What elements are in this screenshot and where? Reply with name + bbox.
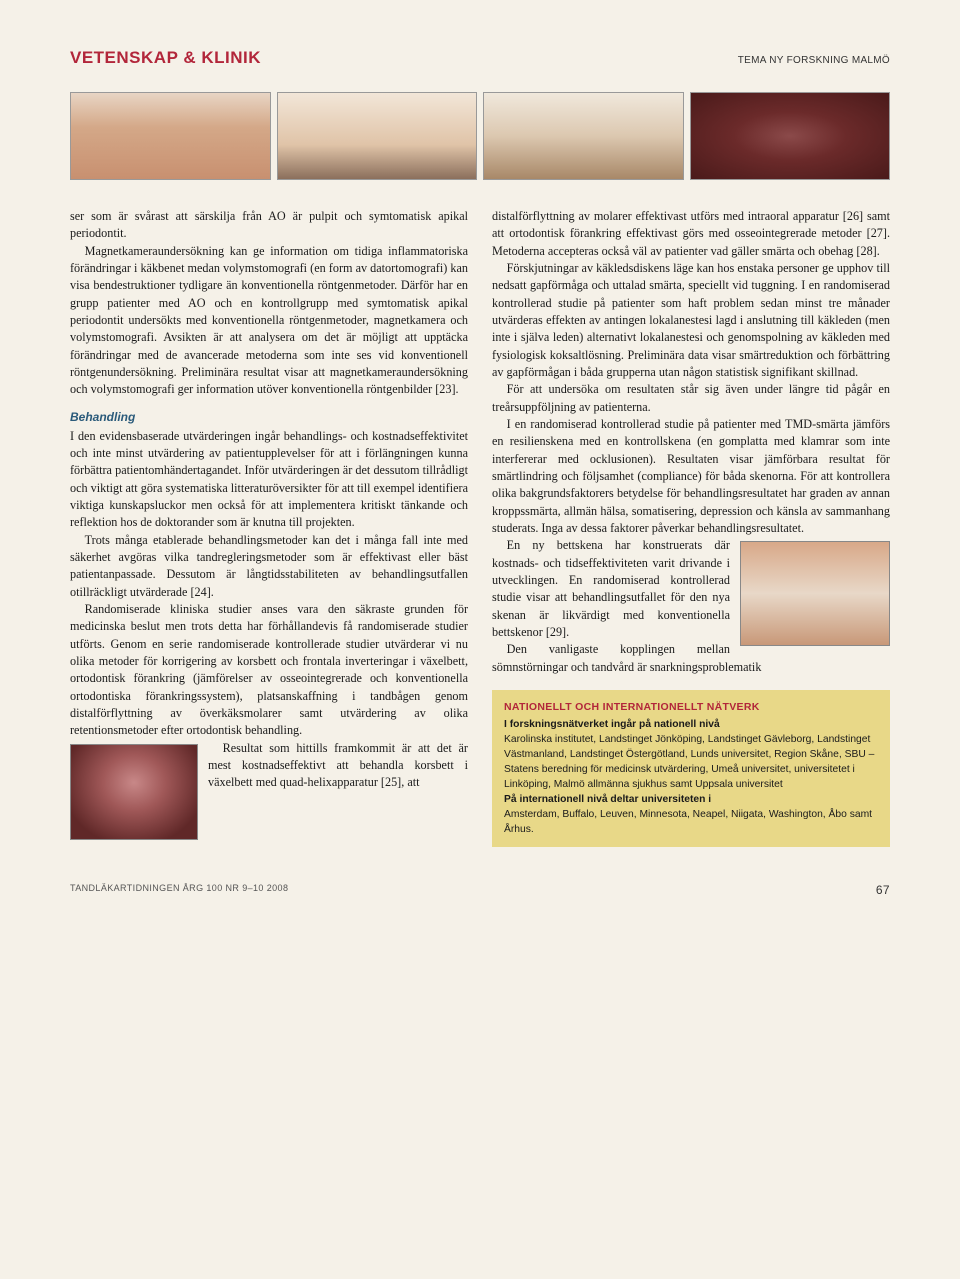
- info-box-bold-2: På internationell nivå deltar universite…: [504, 794, 711, 805]
- right-p2: Förskjutningar av käkledsdiskens läge ka…: [492, 260, 890, 381]
- footer-page-number: 67: [876, 883, 890, 897]
- left-p5: Randomiserade kliniska studier anses var…: [70, 601, 468, 740]
- info-box-title: NATIONELLT OCH INTERNATIONELLT NÄTVERK: [504, 700, 878, 715]
- left-p4: Trots många etablerade behandlingsmetode…: [70, 532, 468, 601]
- image-strip: [70, 92, 890, 180]
- strip-image-face-1: [277, 92, 478, 180]
- strip-image-face-2: [483, 92, 684, 180]
- left-column: ser som är svårast att särskilja från AO…: [70, 208, 468, 847]
- section-title: VETENSKAP & KLINIK: [70, 48, 261, 68]
- inline-image-bettskena: [740, 541, 890, 646]
- right-p1: distalförflyttning av molarer effektivas…: [492, 208, 890, 260]
- right-p6: Den vanligaste kopplingen mellan sömnstö…: [492, 641, 890, 676]
- text-columns: ser som är svårast att särskilja från AO…: [70, 208, 890, 847]
- strip-image-mouth: [690, 92, 891, 180]
- info-box-body-1: Karolinska institutet, Landstinget Jönkö…: [504, 733, 878, 793]
- page-footer: TANDLÄKARTIDNINGEN ÅRG 100 NR 9–10 2008 …: [70, 883, 890, 897]
- info-box-bold-1: I forskningsnätverket ingår på nationell…: [504, 719, 720, 730]
- info-box-body-2: Amsterdam, Buffalo, Leuven, Minnesota, N…: [504, 808, 878, 838]
- right-column: distalförflyttning av molarer effektivas…: [492, 208, 890, 847]
- left-p2: Magnetkameraundersökning kan ge informat…: [70, 243, 468, 399]
- right-p3: För att undersöka om resultaten står sig…: [492, 381, 890, 416]
- left-p1: ser som är svårast att särskilja från AO…: [70, 208, 468, 243]
- footer-citation: TANDLÄKARTIDNINGEN ÅRG 100 NR 9–10 2008: [70, 883, 288, 897]
- strip-image-teeth: [70, 92, 271, 180]
- left-p3: I den evidensbaserade utvärderingen ingå…: [70, 428, 468, 532]
- right-p4: I en randomiserad kontrollerad studie på…: [492, 416, 890, 537]
- tema-label: TEMA NY FORSKNING MALMÖ: [738, 55, 890, 66]
- inline-image-palate: [70, 744, 198, 840]
- subhead-behandling: Behandling: [70, 409, 468, 426]
- page-header: VETENSKAP & KLINIK TEMA NY FORSKNING MAL…: [70, 48, 890, 68]
- info-box-network: NATIONELLT OCH INTERNATIONELLT NÄTVERK I…: [492, 690, 890, 848]
